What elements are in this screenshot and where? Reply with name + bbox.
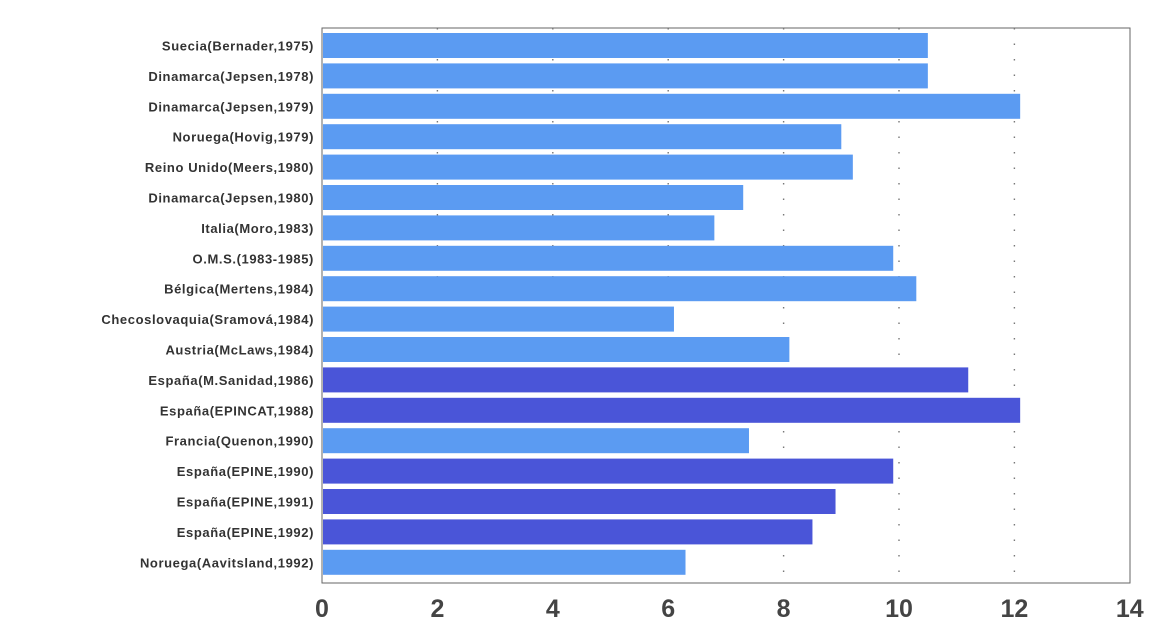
bar-16: [323, 489, 836, 514]
bar-12: [323, 367, 969, 393]
category-label-12: España(M.Sanidad,1986): [148, 373, 314, 388]
category-label-10: Checoslovaquia(Sramová,1984): [101, 312, 314, 327]
category-label-3: Dinamarca(Jepsen,1979): [148, 99, 314, 114]
bar-7: [323, 215, 715, 241]
category-label-4: Noruega(Hovig,1979): [173, 130, 314, 145]
category-label-5: Reino Unido(Meers,1980): [145, 160, 314, 175]
x-tick-label-8: 8: [777, 595, 791, 623]
bar-6: [323, 185, 744, 210]
category-label-18: Noruega(Aavitsland,1992): [140, 555, 314, 570]
x-tick-label-6: 6: [661, 595, 675, 623]
bar-4: [323, 124, 842, 150]
x-tick-label-12: 12: [1000, 595, 1028, 623]
category-label-11: Austria(McLaws,1984): [165, 343, 314, 358]
bar-17: [323, 519, 813, 545]
category-label-8: O.M.S.(1983-1985): [193, 251, 314, 266]
bar-1: [323, 33, 928, 58]
x-tick-label-0: 0: [315, 595, 329, 623]
bar-14: [323, 428, 749, 454]
bar-13: [323, 397, 1021, 423]
bar-18: [323, 549, 686, 575]
category-label-15: España(EPINE,1990): [177, 464, 314, 479]
bar-9: [323, 276, 917, 302]
x-tick-label-14: 14: [1116, 595, 1144, 623]
bar-10: [323, 306, 674, 332]
category-label-14: Francia(Quenon,1990): [165, 434, 314, 449]
category-label-9: Bélgica(Mertens,1984): [164, 282, 314, 297]
category-label-6: Dinamarca(Jepsen,1980): [148, 191, 314, 206]
x-tick-label-10: 10: [885, 595, 913, 623]
bar-8: [323, 245, 894, 271]
bar-5: [323, 154, 853, 180]
bar-2: [323, 63, 928, 89]
bar-3: [323, 93, 1021, 119]
category-label-7: Italia(Moro,1983): [201, 221, 314, 236]
plot-frame: [321, 27, 1131, 584]
category-label-1: Suecia(Bernader,1975): [162, 39, 314, 54]
category-label-2: Dinamarca(Jepsen,1978): [148, 69, 314, 84]
category-label-16: España(EPINE,1991): [177, 495, 314, 510]
bar-15: [323, 458, 894, 484]
category-label-13: España(EPINCAT,1988): [160, 403, 314, 418]
x-tick-label-4: 4: [546, 595, 560, 623]
bar-11: [323, 337, 790, 362]
x-tick-label-2: 2: [430, 595, 444, 623]
category-label-17: España(EPINE,1992): [177, 525, 314, 540]
